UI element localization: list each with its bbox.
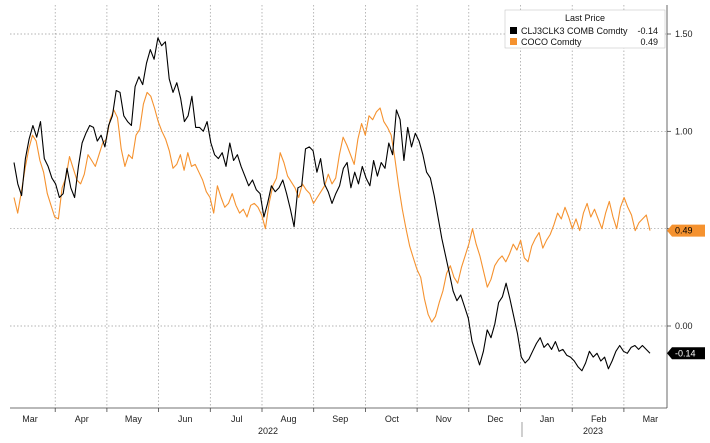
x-tick-label: Sep (332, 414, 348, 424)
legend-title: Last Price (565, 13, 605, 23)
y-tick-label: 1.50 (675, 29, 693, 39)
last-value-badge-text: 0.49 (675, 226, 693, 236)
series-line (13, 91, 651, 323)
x-tick-label: Aug (280, 414, 296, 424)
legend-label-series-2: COCO Comdty (521, 37, 582, 47)
legend-box (504, 9, 666, 49)
x-axis: Mar Apr May Jun Jul Aug Sep Oct Nov Dec Jan Feb Mar (22, 408, 658, 424)
x-tick-label: Jun (178, 414, 193, 424)
y-tick-label: 1.00 (675, 126, 693, 136)
year-label-2022: 2022 (258, 426, 278, 436)
last-value-badges: 0.49 -0.14 (667, 224, 705, 360)
x-tick-label: Jul (231, 414, 243, 424)
series-layer (13, 37, 651, 372)
legend-value-series-2: 0.49 (640, 37, 658, 47)
x-tick-label: Mar (643, 414, 659, 424)
x-tick-label: Oct (385, 414, 400, 424)
gridlines (10, 5, 667, 408)
x-tick-label: Feb (591, 414, 607, 424)
legend-value-series-1: -0.14 (637, 26, 658, 36)
x-tick-label: Apr (75, 414, 89, 424)
legend-swatch-orange (510, 38, 517, 45)
x-tick-label: Mar (22, 414, 38, 424)
x-tick-label: Dec (487, 414, 504, 424)
legend-label-series-1: CLJ3CLK3 COMB Comdty (521, 26, 628, 36)
y-tick-label: 0.00 (675, 321, 693, 331)
legend-swatch-black (510, 27, 517, 34)
x-tick-label: May (125, 414, 143, 424)
last-value-badge (667, 224, 705, 237)
last-value-badge (667, 347, 705, 360)
year-label-2023: 2023 (583, 426, 603, 436)
series-line (13, 37, 651, 372)
x-tick-label: Nov (436, 414, 453, 424)
x-tick-label: Jan (540, 414, 555, 424)
y-axis: 1.501.000.500.00 (667, 29, 693, 331)
last-value-badge-text: -0.14 (675, 348, 696, 358)
legend: Last Price CLJ3CLK3 COMB Comdty -0.14 CO… (504, 9, 666, 49)
